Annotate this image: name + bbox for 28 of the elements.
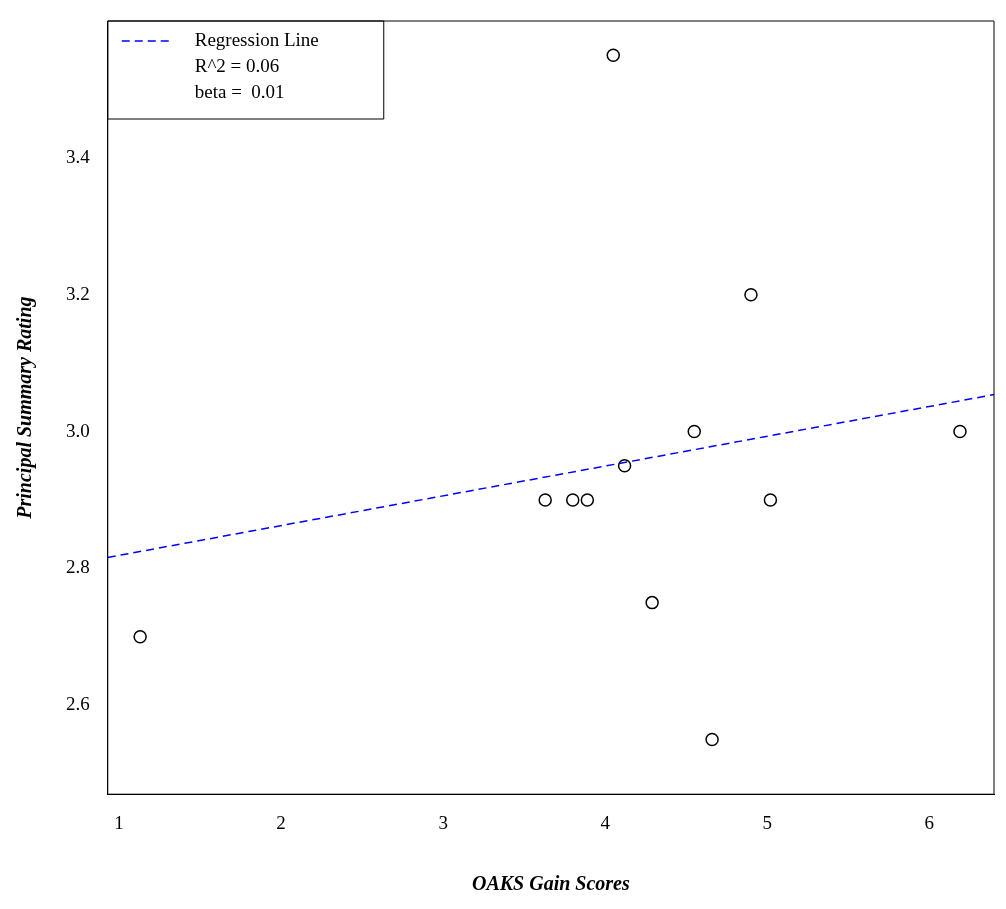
point bbox=[566, 493, 580, 507]
x-tick-label: 5 bbox=[762, 811, 772, 833]
x-axis-title: OAKS Gain Scores bbox=[471, 872, 630, 895]
y-tick-label: 3.2 bbox=[66, 282, 90, 304]
legend-label: Regression Line bbox=[194, 28, 319, 50]
x-tick-label: 3 bbox=[438, 811, 448, 833]
y-tick-label: 2.8 bbox=[66, 556, 90, 578]
y-tick-label: 2.6 bbox=[66, 693, 90, 715]
x-tick-label: 1 bbox=[114, 811, 124, 833]
point bbox=[687, 424, 702, 439]
y-axis-title: Principal Summary Rating bbox=[13, 296, 37, 520]
point bbox=[645, 595, 659, 610]
y-tick-label: 3.4 bbox=[66, 145, 91, 167]
point bbox=[705, 732, 719, 747]
point bbox=[953, 424, 967, 439]
point bbox=[606, 48, 620, 62]
point bbox=[744, 287, 758, 302]
point bbox=[580, 493, 595, 507]
x-tick-label: 6 bbox=[924, 811, 934, 833]
y-tick-label: 3.0 bbox=[66, 419, 90, 441]
point bbox=[617, 459, 632, 473]
x-tick-label: 2 bbox=[276, 811, 286, 833]
point bbox=[538, 493, 552, 507]
annotation: beta = 0.01 bbox=[194, 80, 285, 102]
point bbox=[133, 630, 147, 644]
annotation: R^2 = 0.06 bbox=[194, 54, 280, 76]
point bbox=[763, 493, 778, 507]
x-tick-label: 4 bbox=[600, 811, 611, 833]
